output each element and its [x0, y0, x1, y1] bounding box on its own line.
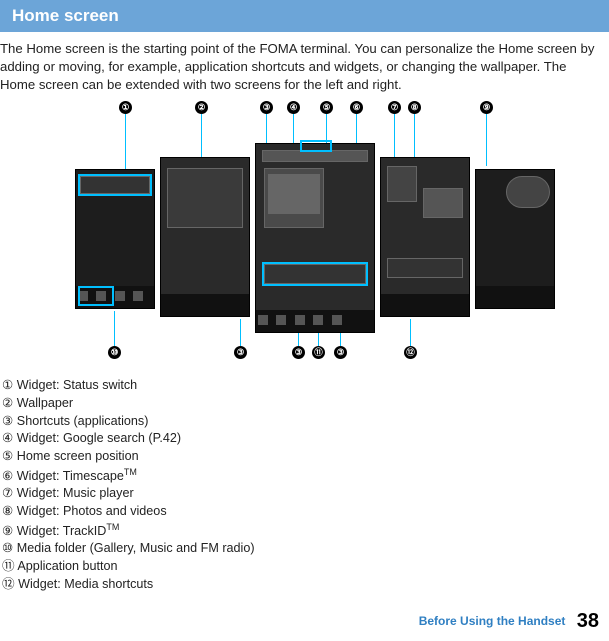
legend-text: Widget: Timescape [17, 469, 124, 483]
legend-item: ① Widget: Status switch [2, 377, 609, 395]
marker-12: ⑫ [404, 346, 417, 359]
legend-num: ⑥ [2, 469, 13, 483]
legend-list: ① Widget: Status switch② Wallpaper③ Shor… [0, 377, 609, 593]
legend-num: ⑦ [2, 486, 13, 500]
music-widget [387, 166, 417, 202]
wallpaper-area [167, 168, 243, 228]
legend-text: Application button [17, 559, 117, 573]
lead [240, 319, 241, 346]
screen-far-right [475, 169, 555, 309]
legend-num: ⑧ [2, 504, 13, 518]
lead [410, 319, 411, 346]
legend-item: ③ Shortcuts (applications) [2, 413, 609, 431]
legend-num: ② [2, 396, 13, 410]
legend-text: Home screen position [17, 449, 139, 463]
dock-icon [313, 315, 323, 325]
dock [76, 286, 154, 308]
legend-num: ⑩ [2, 541, 13, 555]
photos-widget [423, 188, 463, 218]
lead [486, 114, 487, 166]
legend-num: ⑤ [2, 449, 13, 463]
lead [340, 333, 341, 346]
legend-item: ⑨ Widget: TrackIDTM [2, 521, 609, 541]
media-shortcuts [387, 258, 463, 278]
section-title: Home screen [0, 0, 609, 32]
dock [476, 286, 554, 308]
screen-center [255, 143, 375, 333]
marker-9: ⑨ [480, 101, 493, 114]
marker-4: ④ [287, 101, 300, 114]
legend-item: ④ Widget: Google search (P.42) [2, 430, 609, 448]
page-footer: Before Using the Handset 38 [419, 610, 599, 633]
dock-icon [133, 291, 143, 301]
welcome-card [268, 174, 320, 214]
marker-3d: ③ [334, 346, 347, 359]
marker-7: ⑦ [388, 101, 401, 114]
marker-10: ⑩ [108, 346, 121, 359]
footer-section: Before Using the Handset [419, 614, 566, 628]
legend-num: ⑪ [2, 559, 15, 573]
shortcut-row [264, 264, 366, 284]
legend-text: Widget: Music player [17, 486, 134, 500]
legend-text: Widget: Photos and videos [17, 504, 167, 518]
dock-icon [295, 315, 305, 325]
legend-item: ⑧ Widget: Photos and videos [2, 503, 609, 521]
marker-5: ⑤ [320, 101, 333, 114]
legend-text: Shortcuts (applications) [17, 414, 149, 428]
legend-item: ⑩ Media folder (Gallery, Music and FM ra… [2, 540, 609, 558]
legend-item: ⑥ Widget: TimescapeTM [2, 466, 609, 486]
legend-num: ③ [2, 414, 13, 428]
marker-3c: ③ [292, 346, 305, 359]
legend-num: ④ [2, 431, 13, 445]
lead [318, 333, 319, 346]
marker-3: ③ [260, 101, 273, 114]
trackid-widget [506, 176, 550, 208]
dock [161, 294, 249, 316]
legend-item: ⑤ Home screen position [2, 448, 609, 466]
legend-text: Widget: TrackID [17, 524, 107, 538]
lead [326, 114, 327, 144]
legend-text: Widget: Status switch [17, 378, 137, 392]
lead [201, 114, 202, 162]
marker-1: ① [119, 101, 132, 114]
legend-num: ⑫ [2, 577, 15, 591]
lead [298, 333, 299, 346]
trademark: TM [124, 467, 137, 477]
lead [394, 114, 395, 162]
legend-text: Widget: Media shortcuts [18, 577, 153, 591]
annotated-diagram: ① ② ③ ④ ⑤ ⑥ ⑦ ⑧ ⑨ [0, 101, 609, 371]
marker-8: ⑧ [408, 101, 421, 114]
dock-icon [96, 291, 106, 301]
footer-page-number: 38 [577, 610, 599, 632]
lead [114, 311, 115, 346]
status-switch-widget [80, 176, 150, 194]
dock [256, 310, 374, 332]
legend-num: ① [2, 378, 13, 392]
intro-paragraph: The Home screen is the starting point of… [0, 32, 600, 99]
screen-right [380, 157, 470, 317]
marker-11: ⑪ [312, 346, 325, 359]
dock-icon [78, 291, 88, 301]
dock [381, 294, 469, 316]
marker-6: ⑥ [350, 101, 363, 114]
legend-num: ⑨ [2, 524, 13, 538]
search-bar [262, 150, 368, 162]
legend-item: ② Wallpaper [2, 395, 609, 413]
lead [125, 114, 126, 174]
legend-item: ⑦ Widget: Music player [2, 485, 609, 503]
legend-item: ⑪ Application button [2, 558, 609, 576]
marker-2: ② [195, 101, 208, 114]
legend-text: Wallpaper [17, 396, 73, 410]
dock-icon [332, 315, 342, 325]
screen-far-left [75, 169, 155, 309]
dock-icon [258, 315, 268, 325]
trademark: TM [106, 522, 119, 532]
screen-left [160, 157, 250, 317]
dock-icon [115, 291, 125, 301]
marker-3b: ③ [234, 346, 247, 359]
legend-item: ⑫ Widget: Media shortcuts [2, 576, 609, 594]
dock-icon [276, 315, 286, 325]
legend-text: Media folder (Gallery, Music and FM radi… [17, 541, 255, 555]
legend-text: Widget: Google search (P.42) [17, 431, 181, 445]
